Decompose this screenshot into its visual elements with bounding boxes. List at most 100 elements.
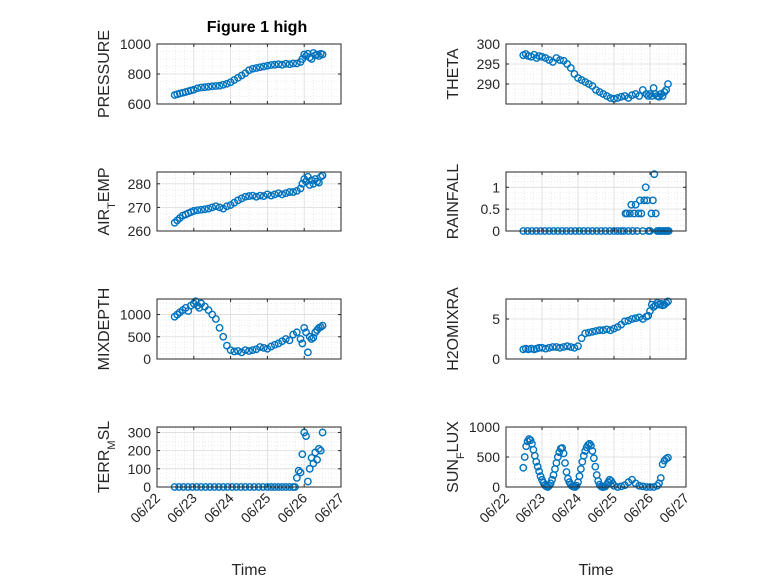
data-point (628, 315, 636, 323)
data-point (267, 61, 275, 69)
data-point (552, 343, 561, 351)
y-tick-label: 1000 (120, 307, 151, 323)
data-point (318, 321, 327, 330)
data-point (634, 209, 643, 218)
y-tick-label: 280 (128, 176, 152, 192)
data-point (215, 203, 224, 212)
data-point (303, 348, 312, 357)
data-point (245, 66, 253, 75)
data-point (285, 336, 294, 345)
y-axis-label-part: EMP (96, 167, 113, 202)
data-point (307, 335, 316, 343)
data-point (318, 428, 327, 437)
data-point (292, 328, 301, 337)
data-point (245, 192, 253, 200)
data-point (535, 467, 544, 476)
data-point (538, 343, 546, 352)
axes-frame (156, 298, 342, 360)
data-point (592, 327, 600, 335)
data-point (520, 453, 529, 461)
data-point (545, 343, 554, 352)
data-point (648, 196, 657, 205)
data-point (281, 335, 290, 343)
y-tick-label: 0 (143, 479, 151, 495)
data-point (664, 453, 672, 462)
data-point (556, 343, 564, 352)
data-point (538, 52, 546, 61)
data-point (270, 190, 279, 199)
data-point (572, 481, 581, 490)
data-point (526, 436, 535, 445)
y-axis-label: RAINFALL (445, 164, 462, 240)
subplot-mixdepth: 0 500 1000 MIXDEPTH (96, 288, 342, 371)
y-axis-label-part: SUN (445, 459, 462, 493)
y-axis-label: MIXDEPTH (96, 288, 113, 371)
data-point (635, 313, 644, 322)
data-point (256, 343, 264, 351)
axes-frame (156, 426, 342, 488)
subplot-theta: 290 295 300 THETA (445, 36, 687, 105)
data-point (211, 82, 220, 90)
data-point (630, 209, 639, 218)
data-point (278, 60, 287, 69)
data-point (193, 84, 202, 93)
data-point (599, 326, 608, 335)
data-point (644, 311, 653, 320)
data-point (581, 329, 590, 338)
data-point (637, 209, 646, 218)
data-point (303, 477, 312, 486)
y-tick-label: 300 (477, 36, 501, 52)
data-point (636, 196, 644, 205)
data-point (294, 466, 303, 475)
data-point (223, 79, 231, 88)
data-point (575, 472, 584, 481)
y-tick-label: 0.5 (481, 201, 501, 217)
data-point (559, 343, 568, 351)
data-point (219, 332, 228, 341)
data-point (248, 64, 257, 73)
data-point (237, 194, 246, 203)
data-point (591, 462, 600, 471)
data-point (577, 334, 586, 343)
data-point (610, 324, 618, 333)
data-point (561, 459, 569, 467)
subplot-air-temp: 260 270 280 AIRTEMP (96, 167, 342, 239)
axes-frame (505, 298, 687, 360)
data-point (200, 205, 209, 214)
data-point (298, 339, 307, 348)
data-point (298, 450, 307, 459)
y-tick-label: 600 (128, 96, 152, 112)
data-point (189, 85, 198, 94)
data-point (208, 82, 217, 91)
data-point (305, 181, 314, 189)
data-point (584, 328, 593, 337)
data-point (635, 92, 644, 100)
data-point (256, 191, 264, 200)
data-point (305, 464, 314, 473)
y-axis-label-subscript: M (106, 440, 118, 449)
data-point (234, 347, 242, 355)
y-axis-label: PRESSURE (96, 30, 113, 118)
data-point (638, 482, 647, 491)
subplot-h2omixra: 0 5 H2OMIXRA (445, 287, 687, 371)
data-point (658, 92, 667, 100)
data-point (627, 200, 636, 209)
data-point (576, 465, 585, 473)
data-point (248, 346, 257, 355)
data-point (553, 453, 562, 461)
data-point (200, 83, 209, 92)
y-axis-label-part: LUX (445, 421, 462, 452)
data-point (651, 209, 660, 218)
data-point (631, 314, 640, 323)
data-point (267, 191, 275, 200)
data-point (644, 92, 653, 100)
data-point (620, 317, 629, 326)
y-tick-label: 200 (128, 443, 152, 459)
axes-frame (505, 43, 687, 105)
data-point (647, 209, 656, 218)
data-point (241, 192, 250, 201)
data-point (548, 475, 556, 484)
axes-frame (156, 171, 342, 232)
y-tick-label: 300 (128, 424, 152, 440)
data-point (296, 335, 305, 343)
